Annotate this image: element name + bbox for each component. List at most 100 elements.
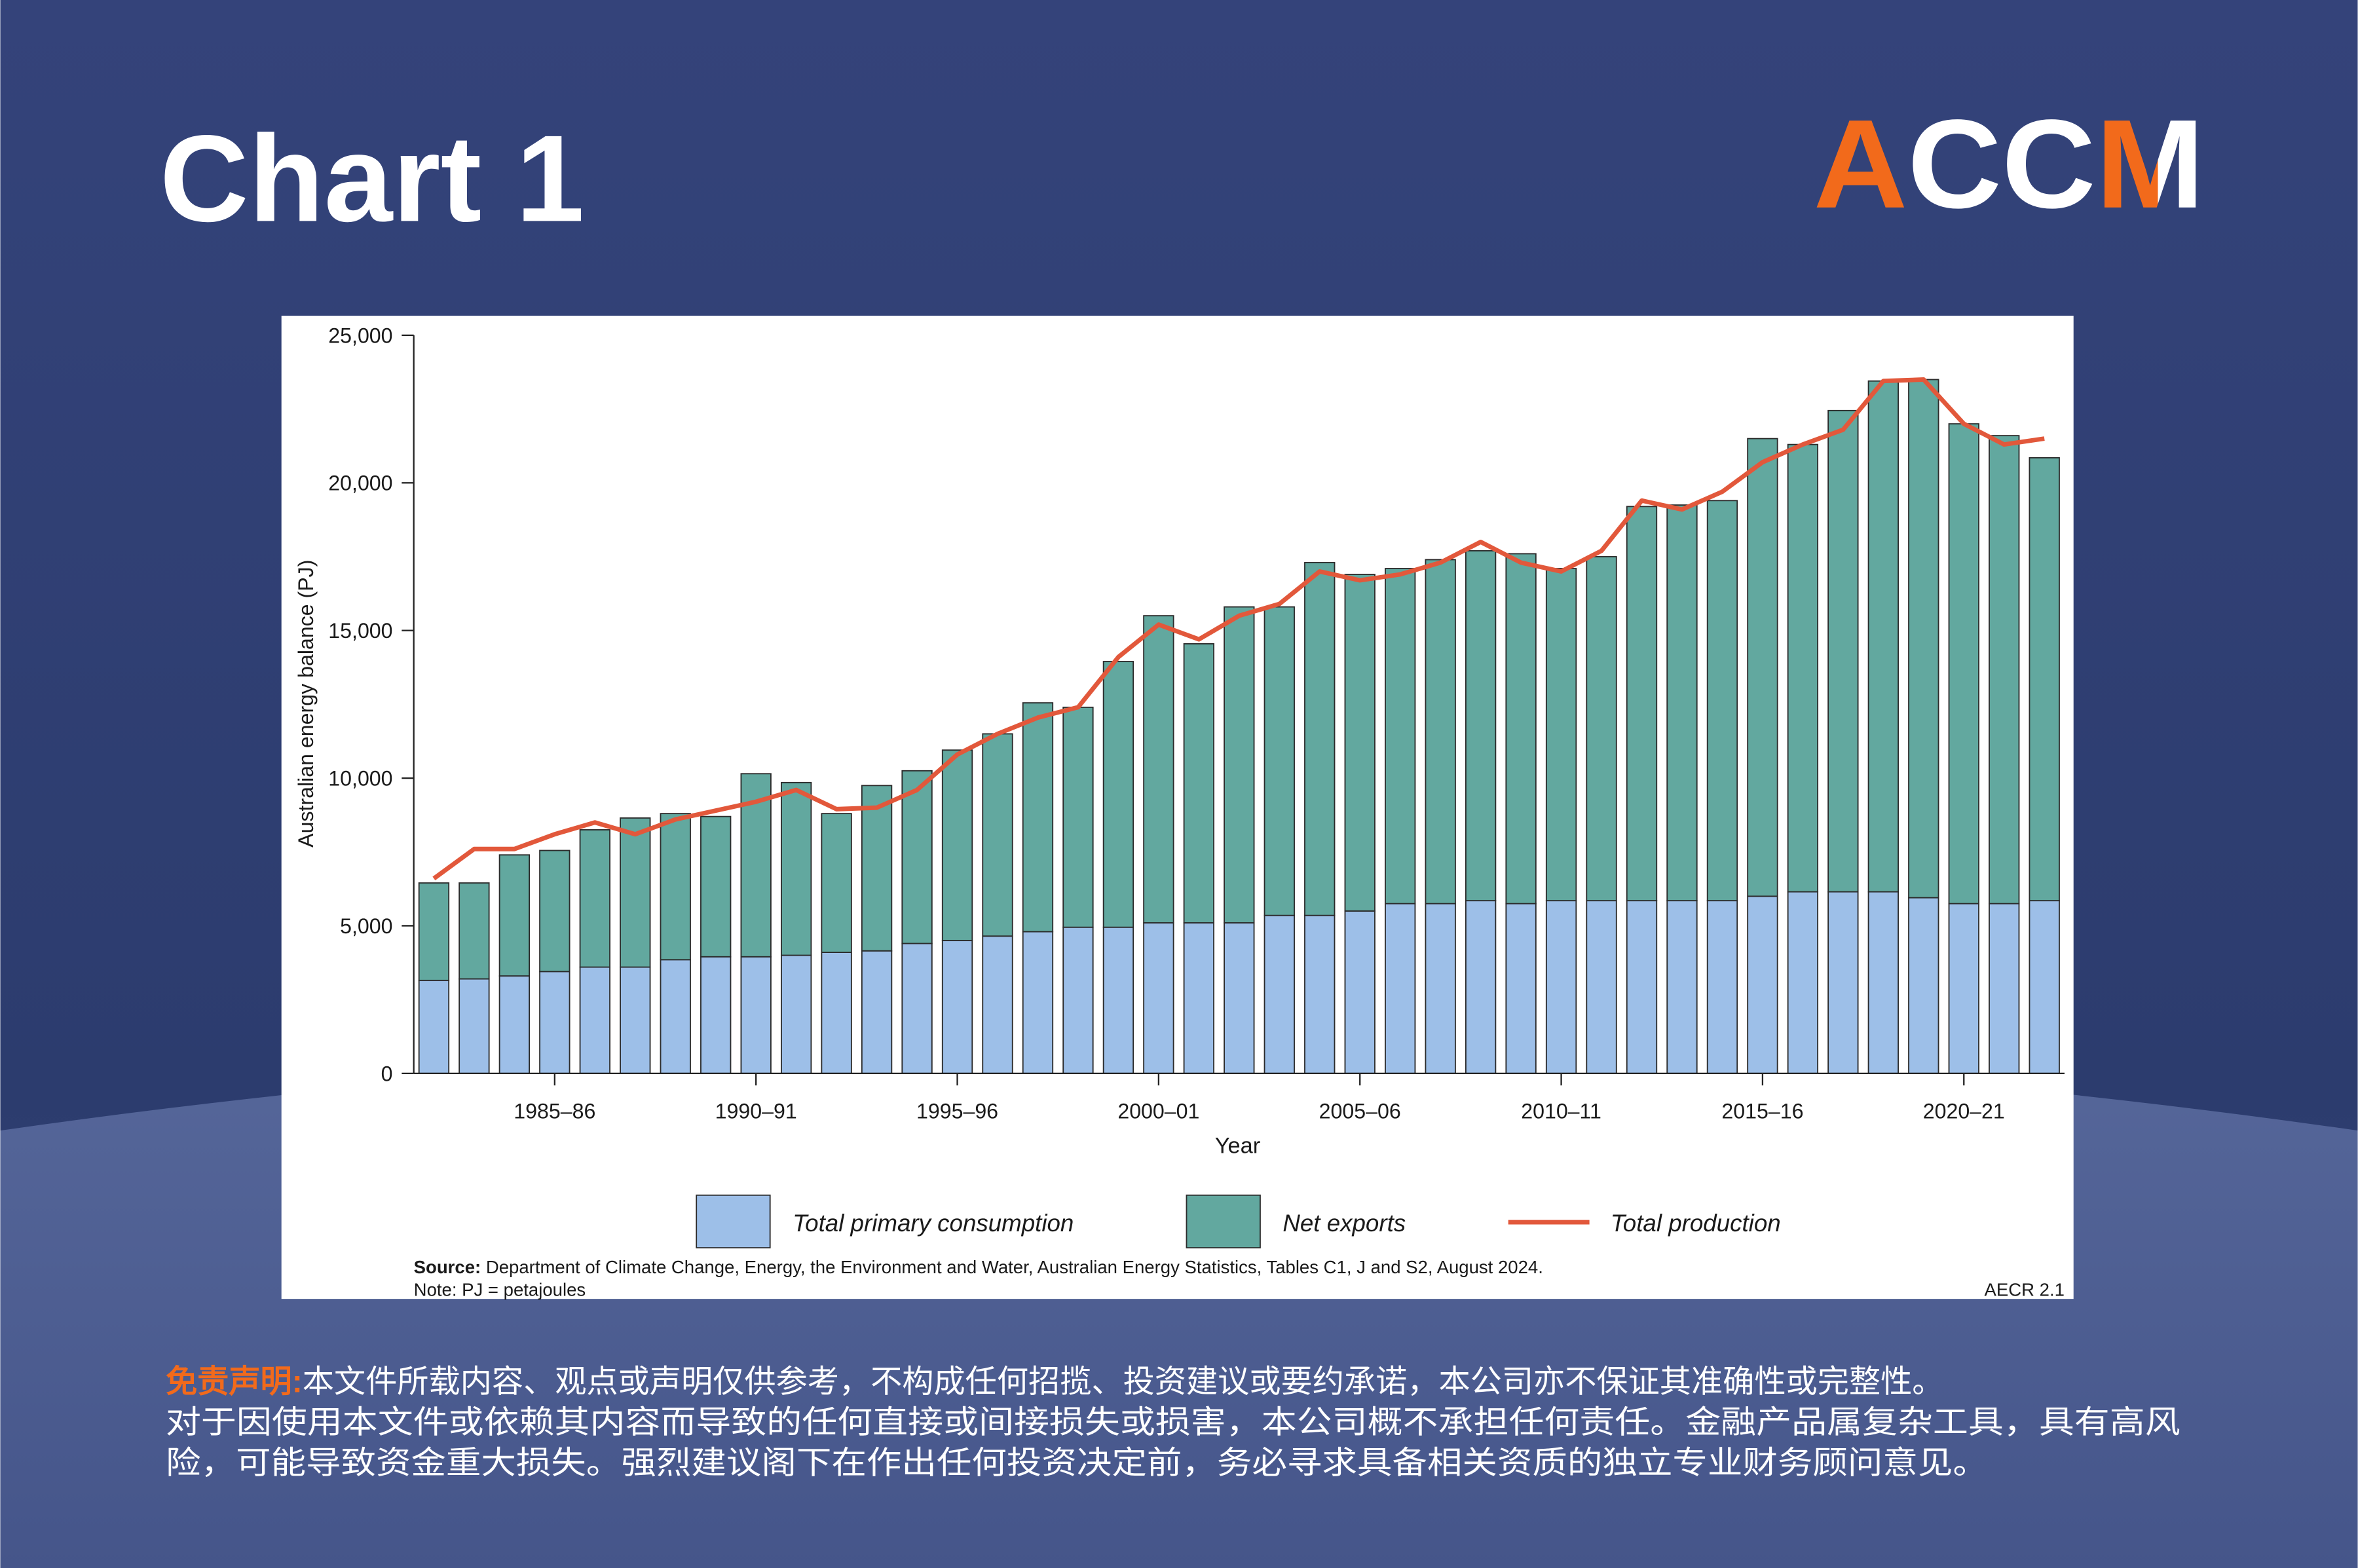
x-axis-label: Year bbox=[1215, 1133, 1261, 1158]
note: Note: PJ = petajoules bbox=[414, 1280, 586, 1300]
bar bbox=[1666, 900, 1698, 1074]
legend-label: Total production bbox=[1611, 1210, 1781, 1237]
bar bbox=[418, 979, 450, 1074]
bar bbox=[982, 733, 1013, 937]
legend-label: Net exports bbox=[1282, 1210, 1406, 1237]
bar bbox=[1385, 903, 1416, 1074]
bar bbox=[1102, 926, 1134, 1074]
x-tick-label: 2000–01 bbox=[1117, 1100, 1199, 1123]
disclaimer-label: 免责声明: bbox=[166, 1364, 303, 1399]
bar bbox=[1143, 615, 1174, 924]
bar bbox=[1787, 891, 1819, 1074]
slide-title: Chart 1 bbox=[160, 109, 584, 247]
bar bbox=[418, 882, 450, 981]
line bbox=[432, 377, 2045, 881]
bar bbox=[1867, 380, 1899, 893]
bar bbox=[1827, 891, 1859, 1074]
bar bbox=[1263, 606, 1295, 916]
bar bbox=[1989, 903, 2020, 1074]
disclaimer-line: 险，可能导致资金重大损失。强烈建议阁下在作出任何投资决定前，务必寻求具备相关资质… bbox=[166, 1445, 1988, 1480]
y-axis-label: Australian energy balance (PJ) bbox=[294, 560, 318, 848]
bar bbox=[1385, 568, 1416, 905]
bar bbox=[1626, 900, 1658, 1074]
bar bbox=[1787, 443, 1819, 893]
bar bbox=[700, 956, 732, 1074]
bar bbox=[1989, 435, 2020, 905]
bar bbox=[1586, 900, 1617, 1074]
bar bbox=[861, 785, 893, 952]
x-tick-label: 2015–16 bbox=[1721, 1100, 1803, 1123]
bar bbox=[821, 952, 852, 1074]
bar bbox=[660, 813, 691, 961]
disclaimer-line: 本文件所载内容、观点或声明仅供参考，不构成任何招揽、投资建议或要约承诺，本公司亦… bbox=[303, 1364, 1944, 1399]
bar bbox=[901, 770, 933, 944]
bar bbox=[941, 940, 973, 1074]
bar bbox=[1425, 559, 1456, 905]
bar bbox=[579, 966, 610, 1074]
bar bbox=[941, 749, 973, 941]
bar bbox=[821, 813, 852, 953]
legend-swatch bbox=[696, 1194, 771, 1249]
bar bbox=[1908, 379, 1939, 899]
bar bbox=[1062, 926, 1094, 1074]
bar bbox=[1626, 506, 1658, 902]
y-tick-label: 5,000 bbox=[340, 914, 392, 938]
bar bbox=[1183, 922, 1215, 1074]
bar bbox=[1224, 922, 1255, 1074]
bar bbox=[1102, 661, 1134, 928]
bar bbox=[1666, 504, 1698, 902]
bar bbox=[861, 950, 893, 1074]
bar bbox=[901, 943, 933, 1074]
bar bbox=[2029, 457, 2060, 902]
bar bbox=[700, 815, 732, 958]
bar bbox=[780, 781, 812, 956]
bar bbox=[2029, 900, 2060, 1074]
bar bbox=[458, 882, 490, 980]
source-text: Department of Climate Change, Energy, th… bbox=[486, 1257, 1543, 1277]
bar bbox=[1465, 900, 1497, 1074]
bar bbox=[1545, 900, 1577, 1074]
bar bbox=[1948, 423, 1979, 905]
bar bbox=[1062, 706, 1094, 928]
bar bbox=[1022, 702, 1054, 933]
chart: Year Australian energy balance (PJ) Sour… bbox=[294, 324, 2065, 1300]
bar bbox=[1425, 903, 1456, 1074]
disclaimer-line: 对于因使用本文件或依赖其内容而导致的任何直接或间接损失或损害，本公司概不承担任何… bbox=[166, 1404, 2180, 1440]
y-tick-label: 0 bbox=[381, 1062, 393, 1085]
bar bbox=[1827, 409, 1859, 893]
x-tick-label: 2010–11 bbox=[1521, 1100, 1601, 1123]
bar bbox=[1505, 903, 1537, 1074]
bar bbox=[539, 971, 571, 1074]
bar bbox=[1867, 891, 1899, 1074]
bar bbox=[1344, 910, 1376, 1074]
legend-label: Total primary consumption bbox=[793, 1210, 1074, 1237]
bar bbox=[1505, 553, 1537, 905]
bar bbox=[660, 959, 691, 1074]
y-tick-label: 10,000 bbox=[328, 767, 392, 791]
bar bbox=[498, 854, 531, 977]
y-tick-label: 15,000 bbox=[328, 619, 392, 643]
bar bbox=[1747, 438, 1778, 897]
y-tick-label: 20,000 bbox=[328, 472, 392, 495]
bar bbox=[620, 966, 651, 1074]
bar bbox=[1304, 562, 1336, 916]
logo: ACCM bbox=[1814, 93, 2205, 234]
y-tick-label: 25,000 bbox=[328, 324, 392, 347]
bar bbox=[1908, 897, 1939, 1074]
bar bbox=[620, 817, 651, 968]
bar bbox=[1706, 900, 1738, 1074]
bar bbox=[1948, 903, 1979, 1074]
bar bbox=[1183, 643, 1215, 924]
bar bbox=[1263, 914, 1295, 1074]
x-tick-label: 2020–21 bbox=[1923, 1100, 2005, 1123]
bar bbox=[1022, 931, 1054, 1074]
source: Source: Department of Climate Change, En… bbox=[414, 1257, 1543, 1277]
figure-id: AECR 2.1 bbox=[1985, 1280, 2065, 1300]
bar bbox=[982, 935, 1013, 1074]
bar bbox=[740, 956, 772, 1074]
bar bbox=[1344, 574, 1376, 912]
bar bbox=[579, 829, 610, 968]
bar bbox=[780, 954, 812, 1074]
source-label: Source: bbox=[414, 1257, 481, 1277]
